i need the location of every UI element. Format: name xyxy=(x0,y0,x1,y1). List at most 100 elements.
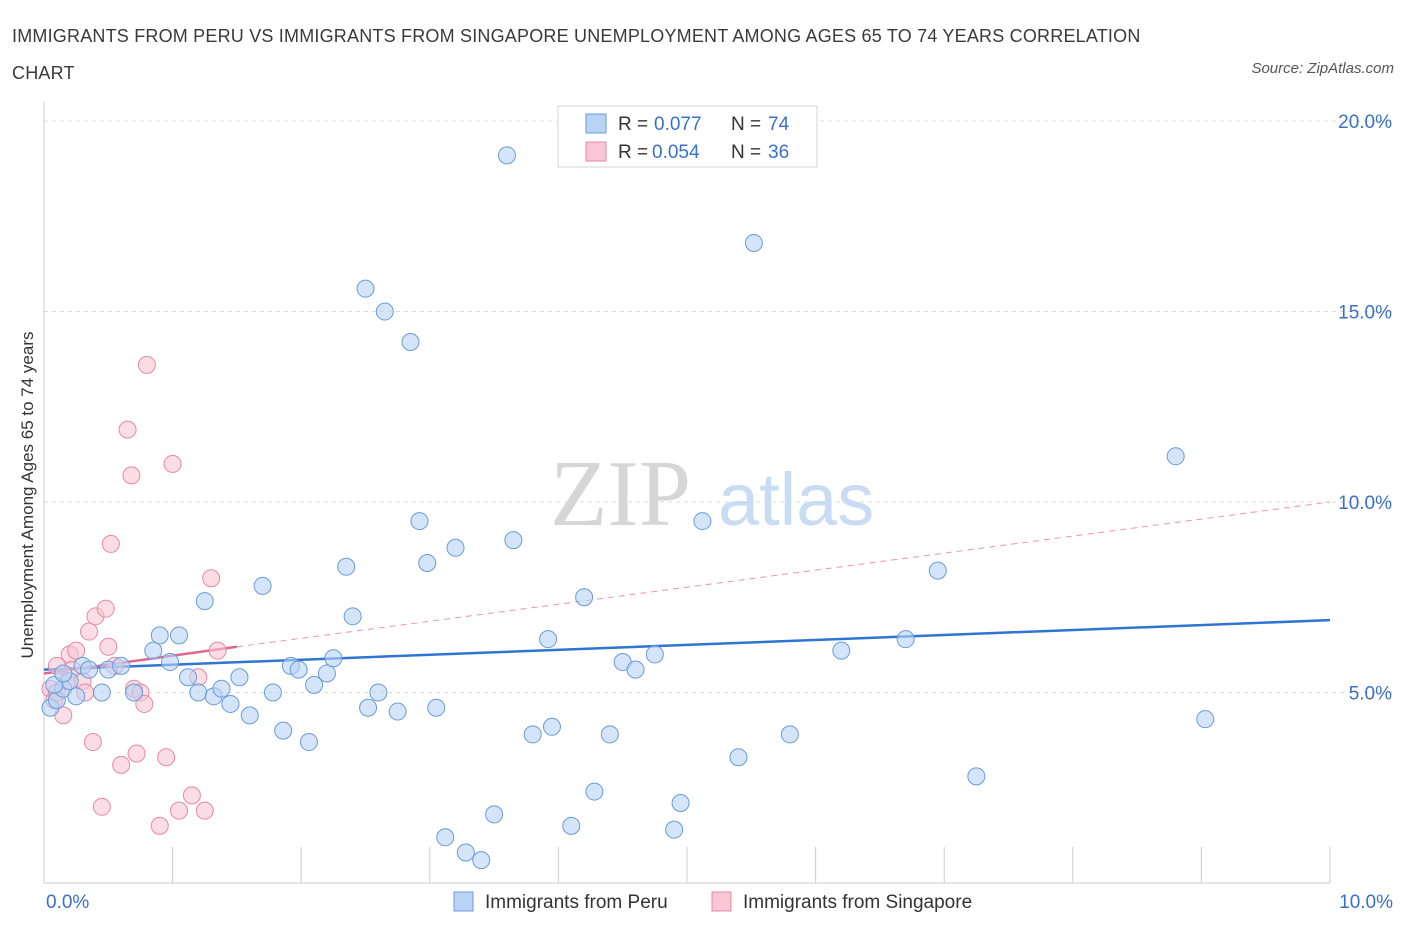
point-peru xyxy=(1196,710,1215,729)
series-legend: Immigrants from Peru Immigrants from Sin… xyxy=(453,891,972,913)
point-peru xyxy=(446,538,465,557)
point-peru xyxy=(289,660,308,679)
point-singapore xyxy=(101,534,120,553)
point-peru xyxy=(189,683,208,702)
point-peru xyxy=(240,706,259,725)
point-peru xyxy=(928,561,947,580)
point-peru xyxy=(485,805,504,824)
stat-n-label-singapore: N = xyxy=(731,142,761,163)
legend-swatch-singapore xyxy=(585,141,607,162)
point-peru xyxy=(144,641,163,660)
watermark-atlas: atlas xyxy=(718,458,874,541)
point-peru xyxy=(472,851,491,870)
point-peru xyxy=(585,782,604,801)
x-tick-label: 0.0% xyxy=(46,892,89,913)
point-peru xyxy=(80,660,99,679)
legend-swatch-singapore-bottom xyxy=(711,891,732,912)
stat-r-label-singapore: R = xyxy=(618,142,648,163)
points-peru xyxy=(41,146,1215,870)
point-peru xyxy=(125,683,144,702)
point-peru xyxy=(523,725,542,744)
y-axis-label: Unemployment Among Ages 65 to 74 years xyxy=(18,332,37,659)
trendline-singapore-projection xyxy=(236,501,1331,648)
stat-n-label-peru: N = xyxy=(731,114,761,135)
point-peru xyxy=(337,557,356,576)
stat-n-value-singapore: 36 xyxy=(768,142,789,163)
point-singapore xyxy=(195,801,214,820)
axes xyxy=(43,102,1331,884)
stats-legend: R = 0.077 N = 74 R = 0.054 N = 36 xyxy=(557,105,818,168)
point-peru xyxy=(67,687,86,706)
point-peru xyxy=(263,683,282,702)
point-peru xyxy=(112,656,131,675)
chart-title: IMMIGRANTS FROM PERU VS IMMIGRANTS FROM … xyxy=(12,26,1141,83)
x-tick-labels: 0.0% 10.0% xyxy=(46,892,1393,913)
point-peru xyxy=(744,233,763,252)
point-singapore xyxy=(67,641,86,660)
point-peru xyxy=(626,660,645,679)
point-peru xyxy=(418,553,437,572)
point-peru xyxy=(896,630,915,649)
point-peru xyxy=(212,679,231,698)
point-peru xyxy=(92,683,111,702)
point-peru xyxy=(780,725,799,744)
stat-r-value-singapore: 0.054 xyxy=(652,142,700,163)
point-peru xyxy=(343,607,362,626)
point-peru xyxy=(305,675,324,694)
point-peru xyxy=(575,588,594,607)
gridlines xyxy=(44,120,1394,694)
point-singapore xyxy=(122,466,141,485)
point-peru xyxy=(356,279,375,298)
point-peru xyxy=(359,698,378,717)
point-peru xyxy=(161,653,180,672)
point-peru xyxy=(671,793,690,812)
point-peru xyxy=(375,302,394,321)
x-tick-label: 10.0% xyxy=(1339,892,1393,913)
legend-swatch-peru xyxy=(585,113,607,134)
point-singapore xyxy=(99,637,118,656)
point-peru xyxy=(427,698,446,717)
trendline-peru xyxy=(43,618,1331,671)
point-peru xyxy=(832,641,851,660)
point-peru xyxy=(170,626,189,645)
point-peru xyxy=(401,333,420,352)
point-peru xyxy=(150,626,169,645)
point-singapore xyxy=(80,622,99,641)
point-peru xyxy=(542,717,561,736)
point-singapore xyxy=(150,816,169,835)
y-tick-label: 20.0% xyxy=(1338,112,1392,133)
stat-r-value-peru: 0.077 xyxy=(654,114,702,135)
point-singapore xyxy=(163,454,182,473)
point-peru xyxy=(600,725,619,744)
point-peru xyxy=(645,645,664,664)
point-singapore xyxy=(135,694,154,713)
point-peru xyxy=(436,828,455,847)
point-peru xyxy=(388,702,407,721)
point-singapore xyxy=(112,755,131,774)
point-singapore xyxy=(137,355,156,374)
point-singapore xyxy=(182,786,201,805)
stat-r-label-peru: R = xyxy=(618,114,648,135)
stat-n-value-peru: 74 xyxy=(768,114,790,135)
point-peru xyxy=(299,733,318,752)
y-tick-label: 5.0% xyxy=(1349,684,1392,705)
point-peru xyxy=(665,820,684,839)
point-peru xyxy=(317,664,336,683)
point-peru xyxy=(179,668,198,687)
legend-label-singapore: Immigrants from Singapore xyxy=(743,892,972,913)
source-label: Source: ZipAtlas.com xyxy=(1251,60,1394,77)
point-peru xyxy=(274,721,293,740)
point-singapore xyxy=(208,641,227,660)
point-peru xyxy=(456,843,475,862)
legend-label-peru: Immigrants from Peru xyxy=(485,892,668,913)
point-singapore xyxy=(83,733,102,752)
point-peru xyxy=(253,576,272,595)
legend-swatch-peru-bottom xyxy=(453,891,474,912)
point-singapore xyxy=(118,420,137,439)
point-peru xyxy=(693,512,712,531)
point-peru xyxy=(1166,447,1185,466)
y-tick-label: 15.0% xyxy=(1338,303,1392,324)
point-peru xyxy=(729,748,748,767)
watermark-zip: ZIP xyxy=(550,442,691,546)
